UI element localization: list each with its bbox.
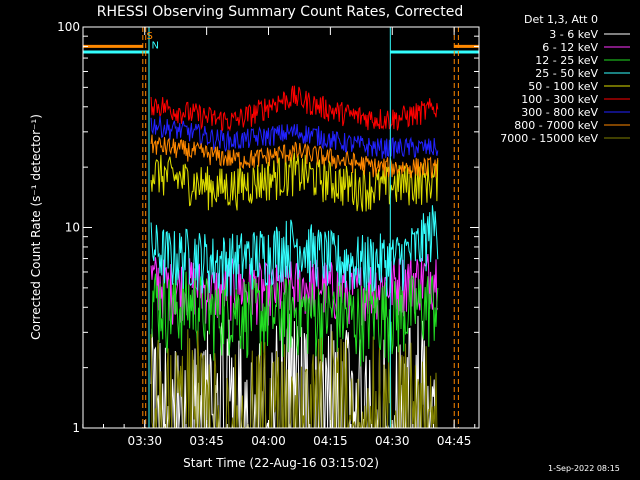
x-tick-label-4: 04:30: [375, 434, 410, 448]
legend-label-0: 3 - 6 keV: [549, 28, 598, 41]
timestamp: 1-Sep-2022 08:15: [548, 464, 620, 473]
legend-label-4: 50 - 100 keV: [528, 80, 598, 93]
x-tick-label-3: 04:15: [313, 434, 348, 448]
series-line-50-100-kev: [150, 152, 439, 212]
legend-label-3: 25 - 50 keV: [535, 67, 598, 80]
x-tick-label-5: 04:45: [437, 434, 472, 448]
plot-data: SN: [82, 27, 479, 429]
x-axis-label: Start Time (22-Aug-16 03:15:02): [183, 456, 379, 470]
x-tick-label-2: 04:00: [251, 434, 286, 448]
annotation-1: N: [151, 41, 158, 52]
x-tick-label-1: 03:45: [189, 434, 224, 448]
y-axis-label: Corrected Count Rate (s⁻¹ detector⁻¹): [29, 114, 43, 340]
y-tick-label-2: 100: [57, 20, 80, 34]
y-tick-label-1: 10: [65, 221, 80, 235]
legend-label-5: 100 - 300 keV: [521, 93, 598, 106]
y-tick-label-0: 1: [72, 421, 80, 435]
legend-label-7: 800 - 7000 keV: [514, 119, 598, 132]
legend-label-1: 6 - 12 keV: [542, 41, 598, 54]
annotation-0: S: [147, 31, 153, 42]
legend-title: Det 1,3, Att 0: [524, 13, 598, 26]
legend-label-2: 12 - 25 keV: [535, 54, 598, 67]
axes: 03:30 03:45 04:00 04:15 04:30 04:45 1 10 100: [57, 20, 479, 448]
chart-title: RHESSI Observing Summary Count Rates, Co…: [97, 4, 463, 20]
legend-label-8: 7000 - 15000 keV: [500, 132, 598, 145]
x-tick-label-0: 03:30: [127, 434, 162, 448]
series-line-300-800-kev: [150, 116, 439, 159]
legend-label-6: 300 - 800 keV: [521, 106, 598, 119]
